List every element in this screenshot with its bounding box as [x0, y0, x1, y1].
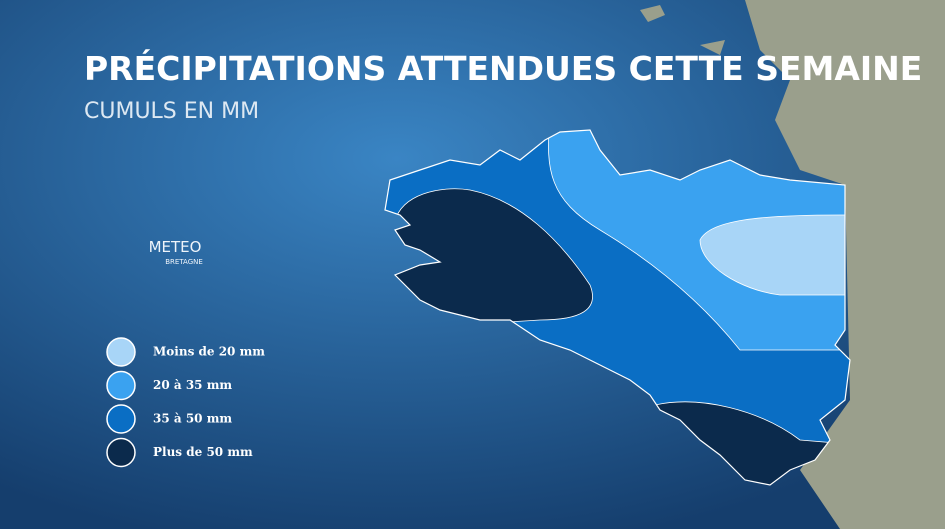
- zone-over-50: [385, 188, 593, 331]
- title: PRÉCIPITATIONS ATTENDUES CETTE SEMAINE: [84, 48, 922, 88]
- islands: [640, 5, 725, 55]
- coastline: [384, 129, 851, 486]
- legend-swatch: [106, 370, 136, 401]
- subtitle: CUMULS EN MM: [84, 99, 259, 124]
- logo-text: METEO: [149, 238, 202, 256]
- legend-swatch: [106, 337, 136, 367]
- legend-swatch: [106, 437, 136, 468]
- logo-subtext: BRETAGNE: [165, 258, 203, 266]
- legend-label: 20 à 35 mm: [153, 378, 232, 392]
- legend-label: Moins de 20 mm: [153, 345, 265, 359]
- zone-under-20: [699, 214, 850, 296]
- legend-label: Plus de 50 mm: [153, 445, 253, 459]
- land: [745, 0, 945, 529]
- legend-label: 35 à 50 mm: [153, 412, 232, 426]
- legend: Moins de 20 mm 20 à 35 mm 35 à 50 mm Plus d…: [106, 337, 265, 468]
- legend-swatch: [106, 404, 136, 434]
